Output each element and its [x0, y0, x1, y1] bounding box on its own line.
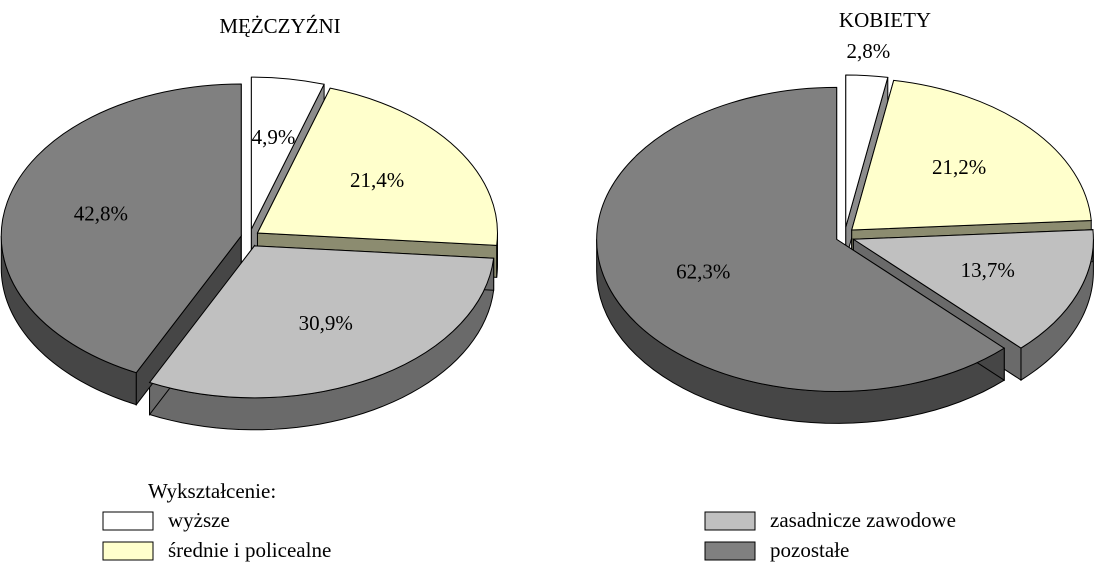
data-label: 42,8% — [74, 201, 128, 225]
chart-title: KOBIETY — [839, 8, 931, 32]
legend-title: Wykształcenie: — [148, 479, 276, 503]
pie-slice — [256, 87, 498, 246]
pie-slice — [148, 245, 495, 399]
legend-swatch — [704, 511, 756, 531]
data-label: 30,9% — [299, 311, 353, 335]
data-label: 21,4% — [350, 168, 404, 192]
data-label: 13,7% — [961, 258, 1015, 282]
legend-swatch — [704, 541, 756, 561]
legend-swatch — [102, 511, 154, 531]
chart-title: MĘŻCZYŹNI — [219, 14, 340, 38]
pie-slice — [851, 229, 1094, 349]
legend-label: wyższe — [168, 508, 230, 532]
pie-slice — [0, 83, 242, 374]
data-label: 4,9% — [252, 125, 296, 149]
legend-swatch — [102, 541, 154, 561]
data-label: 2,8% — [846, 39, 890, 63]
data-label: 21,2% — [932, 155, 986, 179]
legend-label: średnie i policealne — [168, 538, 331, 562]
legend-label: pozostałe — [770, 538, 849, 562]
data-label: 62,3% — [676, 260, 730, 284]
pie-slice — [851, 79, 1092, 231]
pie-slice — [845, 74, 889, 228]
legend-label: zasadnicze zawodowe — [770, 508, 956, 532]
pie-slice — [250, 76, 325, 230]
pie-slice — [596, 86, 1006, 392]
